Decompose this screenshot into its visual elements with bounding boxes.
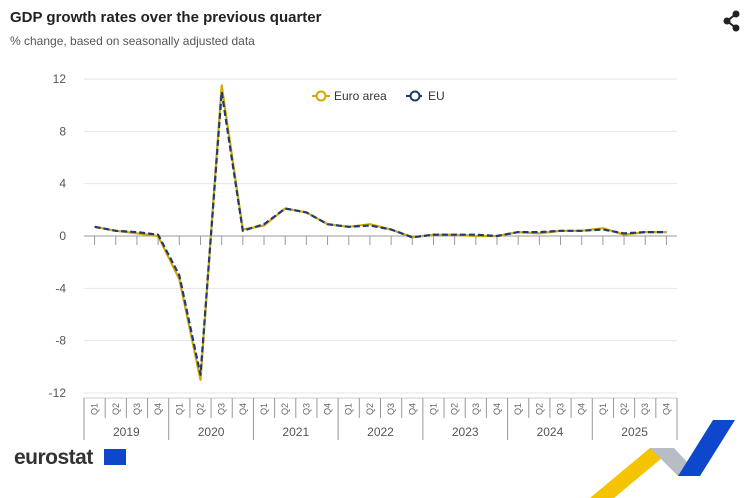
quarter-label: Q3: [217, 403, 227, 415]
quarter-label: Q1: [344, 403, 354, 415]
quarter-label: Q4: [153, 403, 163, 415]
chart-title: GDP growth rates over the previous quart…: [10, 9, 322, 26]
year-label: 2025: [621, 425, 648, 439]
quarter-label: Q3: [640, 403, 650, 415]
quarter-label: Q1: [174, 403, 184, 415]
quarter-label: Q4: [661, 403, 671, 415]
quarter-label: Q2: [534, 403, 544, 415]
quarter-label: Q4: [323, 403, 333, 415]
quarter-label: Q3: [132, 403, 142, 415]
y-tick-label: 8: [59, 124, 66, 138]
quarter-label: Q3: [556, 403, 566, 415]
quarter-label: Q1: [598, 403, 608, 415]
quarter-label: Q3: [301, 403, 311, 415]
quarter-label: Q4: [407, 403, 417, 415]
year-label: 2023: [452, 425, 479, 439]
legend-label: Euro area: [334, 89, 387, 103]
legend-marker: [315, 90, 327, 102]
y-tick-label: 12: [53, 72, 67, 86]
quarter-label: Q2: [450, 403, 460, 415]
eurostat-logo: eurostat: [14, 446, 93, 469]
quarter-label: Q1: [90, 403, 100, 415]
quarter-label: Q2: [365, 403, 375, 415]
series-line-eu: [94, 91, 667, 376]
year-label: 2024: [537, 425, 564, 439]
quarter-label: Q1: [259, 403, 269, 415]
year-label: 2020: [198, 425, 225, 439]
series-line-euro-area: [94, 84, 667, 381]
legend-marker: [409, 90, 421, 102]
y-tick-label: 4: [59, 177, 66, 191]
quarter-label: Q3: [386, 403, 396, 415]
quarter-label: Q2: [195, 403, 205, 415]
quarter-label: Q3: [471, 403, 481, 415]
y-tick-label: 0: [59, 229, 66, 243]
quarter-label: Q1: [428, 403, 438, 415]
chart-subtitle: % change, based on seasonally adjusted d…: [10, 34, 255, 48]
quarter-label: Q2: [619, 403, 629, 415]
y-tick-label: -8: [55, 334, 66, 348]
y-tick-label: -4: [55, 281, 66, 295]
quarter-label: Q4: [238, 403, 248, 415]
quarter-label: Q2: [280, 403, 290, 415]
quarter-label: Q4: [577, 403, 587, 415]
legend-label: EU: [428, 89, 445, 103]
decorative-swoosh: [590, 420, 735, 498]
y-tick-label: -12: [49, 386, 67, 400]
year-label: 2019: [113, 425, 140, 439]
year-label: 2021: [282, 425, 309, 439]
year-label: 2022: [367, 425, 394, 439]
eu-flag-icon: [104, 449, 126, 465]
quarter-label: Q1: [513, 403, 523, 415]
share-icon[interactable]: [722, 10, 742, 32]
quarter-label: Q2: [111, 403, 121, 415]
quarter-label: Q4: [492, 403, 502, 415]
